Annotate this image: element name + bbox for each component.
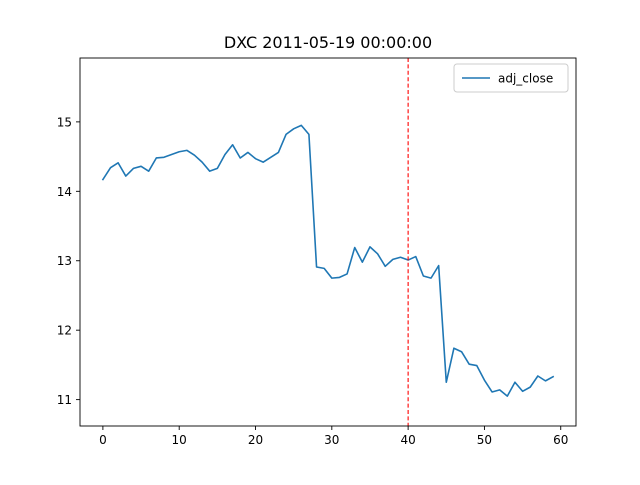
x-tick-label: 50 <box>477 433 492 447</box>
series-line-adj-close <box>101 124 555 397</box>
y-tick-label: 13 <box>57 254 72 268</box>
y-tick-label: 12 <box>57 324 72 338</box>
legend-label: adj_close <box>498 72 553 86</box>
x-tick-label: 60 <box>553 433 568 447</box>
plot-frame <box>79 57 577 427</box>
y-tick-label: 11 <box>57 393 72 407</box>
x-tick-label: 10 <box>172 433 187 447</box>
chart-title: DXC 2011-05-19 00:00:00 <box>224 33 432 52</box>
x-tick-label: 20 <box>248 433 263 447</box>
y-tick-label: 15 <box>57 115 72 129</box>
legend-box <box>453 63 569 93</box>
x-tick-label: 30 <box>324 433 339 447</box>
y-tick-label: 14 <box>57 185 72 199</box>
x-tick-label: 40 <box>400 433 415 447</box>
x-tick-label: 0 <box>99 433 107 447</box>
